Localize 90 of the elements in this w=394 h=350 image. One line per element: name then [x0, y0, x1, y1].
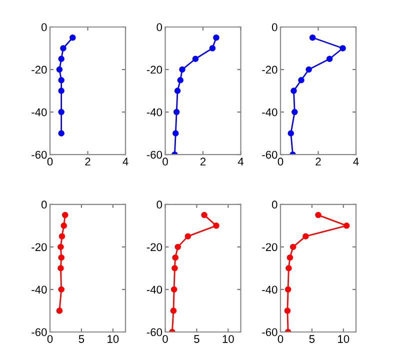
y-tick-label: -20 — [32, 66, 47, 74]
point — [286, 265, 292, 272]
point — [288, 130, 294, 136]
y-tick-label: 0 — [156, 200, 162, 209]
point — [326, 56, 333, 62]
point — [302, 233, 309, 240]
x-tick-label: 5 — [78, 335, 84, 343]
point — [58, 88, 64, 94]
point — [58, 56, 64, 62]
x-tick-label: 0 — [47, 158, 53, 166]
y-tick-label: -60 — [262, 150, 278, 159]
point — [56, 66, 63, 73]
point — [298, 77, 304, 84]
point — [173, 108, 180, 116]
point — [292, 108, 298, 116]
point — [184, 233, 192, 240]
point — [286, 254, 294, 261]
y-tick-label: -20 — [146, 66, 162, 74]
y-tick-label: 0 — [156, 23, 162, 32]
y-tick-label: 0 — [272, 23, 278, 32]
point — [60, 45, 66, 52]
x-tick-label: 10 — [108, 335, 119, 343]
point — [290, 244, 296, 250]
point — [172, 265, 178, 272]
point — [70, 34, 76, 41]
x-tick-label: 10 — [338, 335, 350, 343]
x-tick-label: 0 — [47, 335, 53, 343]
x-tick-label: 4 — [238, 158, 244, 166]
y-tick-label: -40 — [146, 286, 162, 294]
x-tick-label: 5 — [194, 335, 200, 343]
x-tick-label: 2 — [85, 158, 90, 166]
point — [174, 88, 181, 94]
point — [213, 222, 220, 229]
y-tick-label: -40 — [262, 286, 278, 294]
y-tick-label: -40 — [32, 286, 47, 294]
point — [192, 56, 199, 62]
point — [170, 308, 177, 314]
point — [177, 77, 184, 84]
point — [284, 286, 292, 293]
point — [58, 108, 64, 116]
y-tick-label: -40 — [32, 108, 47, 116]
x-tick-label: 0 — [278, 158, 284, 166]
y-tick-label: -20 — [32, 243, 47, 252]
y-tick-label: -20 — [262, 243, 278, 252]
x-tick-label: 4 — [122, 158, 128, 166]
point — [315, 212, 322, 218]
x-tick-label: 5 — [309, 335, 315, 343]
point — [58, 254, 64, 261]
point — [309, 34, 316, 41]
y-tick-label: -40 — [146, 108, 162, 116]
y-tick-label: 0 — [41, 23, 47, 32]
point — [340, 45, 346, 52]
x-tick-label: 10 — [222, 335, 234, 343]
point — [56, 308, 63, 314]
x-tick-label: 2 — [200, 158, 206, 166]
point — [172, 130, 179, 136]
point — [58, 265, 64, 272]
point — [201, 212, 208, 218]
point — [179, 66, 186, 73]
x-tick-label: 0 — [162, 158, 168, 166]
x-tick-label: 4 — [353, 158, 359, 166]
y-tick-label: -60 — [146, 328, 162, 336]
point — [306, 66, 312, 73]
point — [172, 254, 178, 261]
point — [58, 77, 64, 84]
y-tick-label: -40 — [262, 108, 278, 116]
y-tick-label: -60 — [32, 150, 47, 159]
y-tick-label: -20 — [146, 243, 162, 252]
y-tick-label: -20 — [262, 66, 278, 74]
x-tick-label: 2 — [316, 158, 321, 166]
x-tick-label: 0 — [162, 335, 168, 343]
point — [58, 130, 64, 136]
point — [290, 88, 297, 94]
point — [58, 244, 64, 250]
y-tick-label: -60 — [262, 328, 278, 336]
point — [343, 222, 350, 229]
y-tick-label: 0 — [272, 200, 278, 209]
point — [170, 286, 178, 293]
x-tick-label: 0 — [278, 335, 284, 343]
point — [209, 45, 216, 52]
y-tick-label: -60 — [146, 150, 162, 159]
point — [213, 34, 220, 41]
point — [62, 212, 68, 218]
point — [284, 308, 291, 314]
point — [174, 244, 181, 250]
point — [60, 222, 67, 229]
y-tick-label: 0 — [41, 200, 47, 209]
y-tick-label: -60 — [32, 328, 47, 336]
point — [58, 286, 64, 293]
point — [58, 233, 66, 240]
